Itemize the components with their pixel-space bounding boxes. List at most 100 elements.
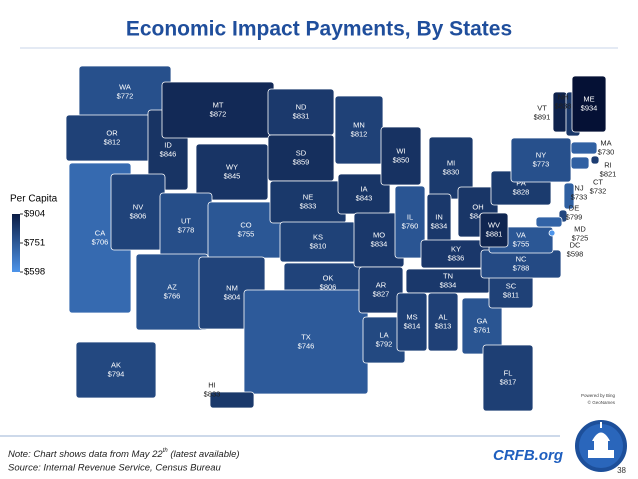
- state-value: $746: [298, 341, 315, 350]
- state-name: IL: [407, 212, 413, 221]
- state-name: KS: [313, 232, 323, 241]
- note-text: Note: Chart shows data from May 22: [8, 449, 163, 460]
- state-value: $830: [443, 167, 460, 176]
- state-value: $760: [402, 221, 419, 230]
- legend-tick-label: $598: [24, 267, 45, 278]
- state-value: $813: [435, 321, 452, 330]
- state-name: MD: [574, 224, 586, 233]
- state: [396, 292, 428, 352]
- state-value: $755: [238, 229, 255, 238]
- source: Source: Internal Revenue Service, Census…: [8, 463, 222, 474]
- state-value: $841: [470, 211, 487, 220]
- state-name: MS: [406, 312, 417, 321]
- state-value: $810: [310, 241, 327, 250]
- state-value: $812: [351, 129, 368, 138]
- state-value: $773: [533, 159, 550, 168]
- state: [394, 185, 426, 259]
- state-value: $806: [130, 211, 147, 220]
- state-value: $934: [581, 103, 598, 112]
- state-value: $834: [431, 221, 448, 230]
- state-value: $828: [513, 187, 530, 196]
- state-name: WV: [488, 220, 500, 229]
- state-name: SC: [506, 281, 517, 290]
- state-name: NM: [226, 283, 238, 292]
- state-value: $834: [440, 280, 457, 289]
- legend-tick-label: $751: [24, 238, 45, 249]
- state-name: VT: [537, 103, 547, 112]
- state-value: $821: [600, 169, 617, 178]
- state-name: DC: [570, 240, 581, 249]
- state-value: $730: [598, 147, 615, 156]
- state-value: $814: [404, 321, 421, 330]
- legend: $904 $751 $598: [20, 209, 45, 278]
- state: [380, 126, 422, 186]
- state-value: $792: [376, 339, 393, 348]
- note: Note: Chart shows data from May 22th (la…: [8, 448, 240, 460]
- state-name: MT: [213, 100, 224, 109]
- note-text: (latest available): [168, 449, 240, 460]
- state-value: $806: [320, 282, 337, 291]
- state-value: $881: [486, 229, 503, 238]
- state: [461, 297, 503, 355]
- brand: CRFB.org: [493, 447, 563, 464]
- state-value: $845: [224, 171, 241, 180]
- state-value: $846: [160, 149, 177, 158]
- title: Economic Impact Payments, By States: [126, 18, 512, 41]
- state-name: TN: [443, 271, 453, 280]
- state-name: OH: [472, 202, 483, 211]
- state: [590, 155, 600, 165]
- state: [75, 341, 157, 399]
- state-name: ID: [164, 140, 172, 149]
- state-name: OR: [106, 128, 118, 137]
- legend-title: Per Capita: [10, 194, 58, 205]
- state-name: AZ: [167, 282, 177, 291]
- state-name: AL: [438, 312, 447, 321]
- state-value: $836: [448, 253, 465, 262]
- state: [209, 391, 255, 409]
- state-value: $811: [503, 290, 519, 299]
- state-value: $598: [567, 249, 584, 258]
- state: [570, 156, 590, 170]
- state-name: RI: [604, 160, 612, 169]
- state-value: $859: [293, 157, 310, 166]
- state-value: $733: [571, 192, 588, 201]
- state: [563, 182, 575, 210]
- state-value: $850: [393, 155, 410, 164]
- state-value: $831: [293, 111, 310, 120]
- state-name: NH: [558, 92, 569, 101]
- state-name: IA: [360, 184, 367, 193]
- state-name: ND: [296, 102, 307, 111]
- state-value: $706: [92, 237, 109, 246]
- logo: [573, 418, 629, 474]
- page-number: 38: [617, 466, 626, 475]
- state-name: UT: [181, 216, 191, 225]
- state: [548, 229, 556, 237]
- state-name: AK: [111, 360, 121, 369]
- state-value: $799: [566, 212, 583, 221]
- state-value: $766: [164, 291, 181, 300]
- state-name: IN: [435, 212, 443, 221]
- state-name: WI: [396, 146, 405, 155]
- state-name: TX: [301, 332, 311, 341]
- state-value: $812: [104, 137, 121, 146]
- state-value: $827: [373, 289, 390, 298]
- state-name: MO: [373, 230, 385, 239]
- attribution: © GeoNames: [588, 399, 616, 405]
- state-name: NE: [303, 192, 313, 201]
- state-name: NY: [536, 150, 546, 159]
- state-name: HI: [208, 380, 216, 389]
- state-value: $804: [224, 292, 241, 301]
- state-name: DE: [569, 203, 579, 212]
- state-value: $872: [210, 109, 227, 118]
- state-name: PA: [516, 178, 525, 187]
- state: [482, 344, 534, 412]
- legend-colorbar: [12, 214, 20, 272]
- note-sup: th: [163, 448, 169, 454]
- state-name: OK: [323, 273, 334, 282]
- state-value: $838: [555, 101, 572, 110]
- map: WA$772OR$812CA$706ID$846NV$806MT$872WY$8…: [65, 65, 617, 412]
- state-value: $794: [108, 369, 125, 378]
- state-name: SD: [296, 148, 307, 157]
- state-name: MA: [600, 138, 611, 147]
